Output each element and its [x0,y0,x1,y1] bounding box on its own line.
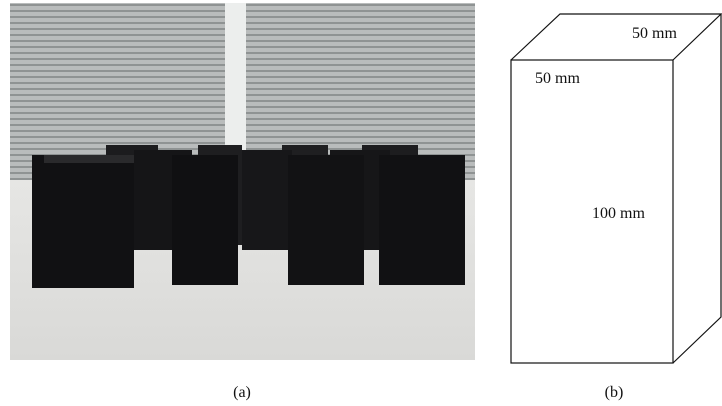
dimension-width: 50 mm [535,70,580,87]
dimension-depth: 50 mm [632,25,677,42]
panel-label: (b) [605,384,624,401]
panel-label: (a) [233,384,251,401]
dimension-height: 100 mm [592,205,645,222]
top-face [511,14,721,60]
side-face [673,14,721,363]
cuboid [511,14,721,363]
photo [10,3,475,360]
figure: 50 mm 50 mm 100 mm (a) (b) [0,0,722,406]
